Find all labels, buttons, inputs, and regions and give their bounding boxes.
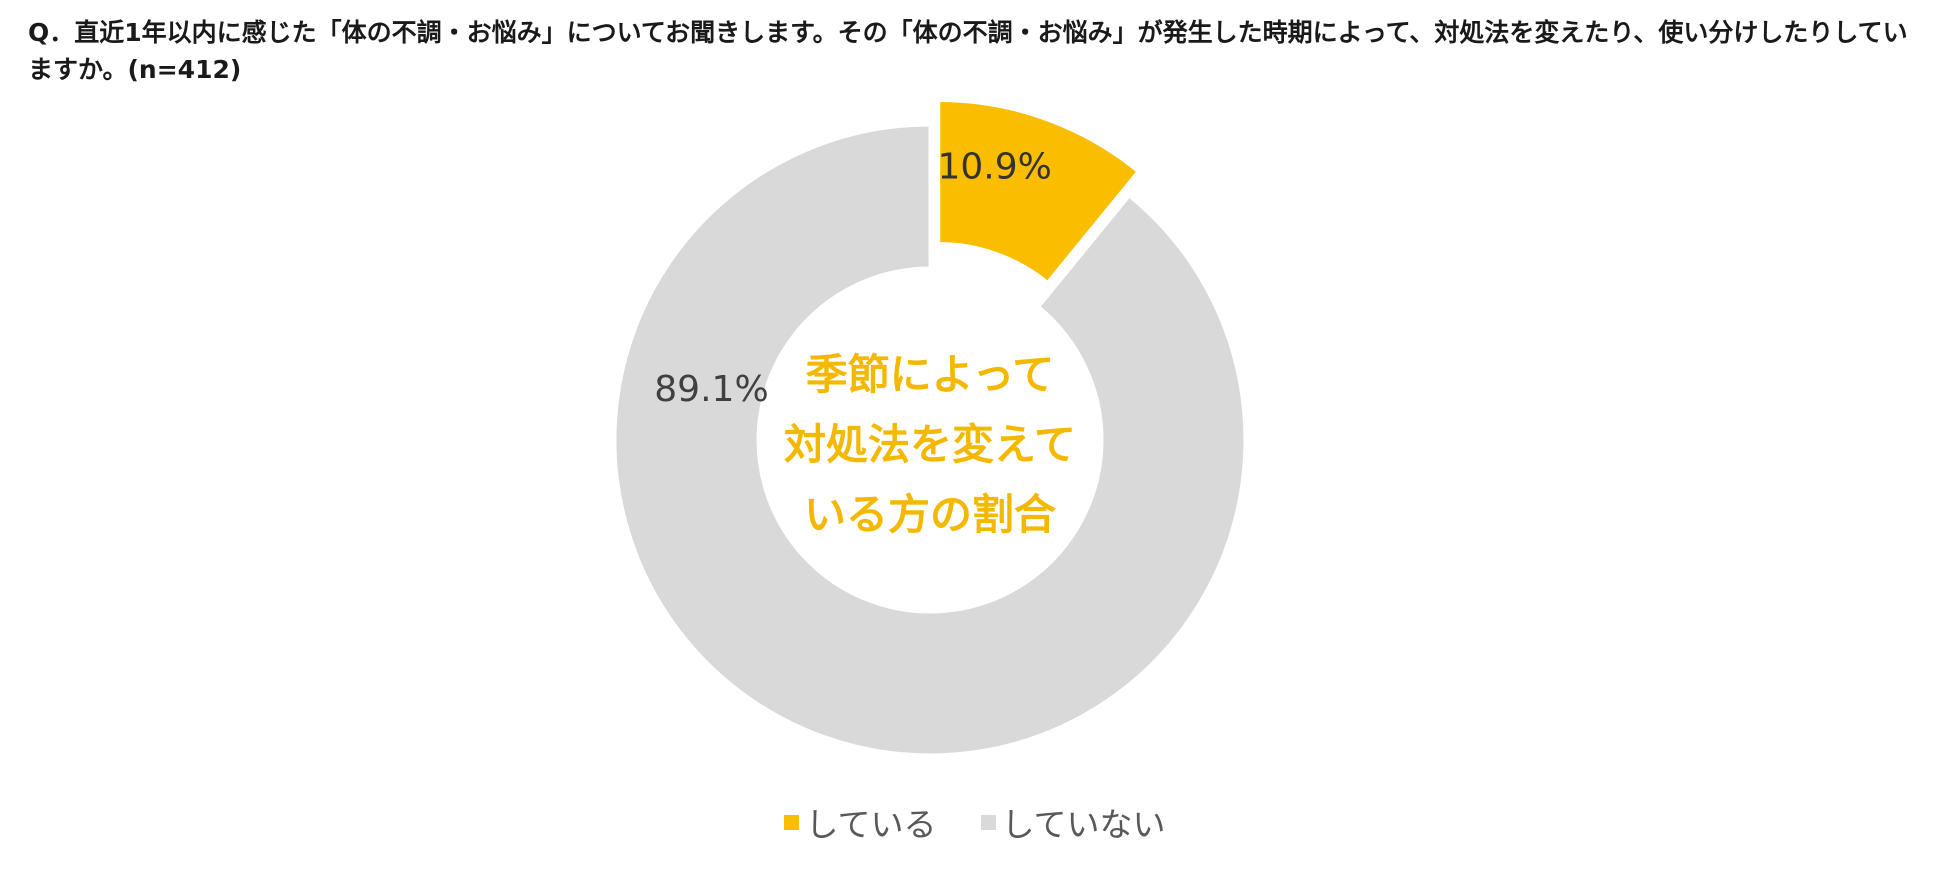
legend-label-0: している <box>805 805 937 844</box>
center-label-line: 季節によって <box>805 350 1055 399</box>
legend-label-1: していない <box>1001 805 1166 844</box>
center-label-line: いる方の割合 <box>803 490 1056 539</box>
chart-legend: している していない <box>0 798 1950 846</box>
pie-slice-1 <box>613 123 1247 757</box>
center-label: 季節によって 対処法を変えて いる方の割合 <box>730 340 1130 550</box>
data-label-1: 89.1% <box>654 369 768 410</box>
legend-item-1: していない <box>980 798 1166 846</box>
center-label-line: 対処法を変えて <box>784 420 1076 469</box>
pie-slice-0 <box>937 99 1141 285</box>
question-text: Q．直近1年以内に感じた「体の不調・お悩み」についてお聞きします。その「体の不調… <box>28 18 1908 84</box>
data-label-0: 10.9% <box>937 146 1051 187</box>
legend-item-0: している <box>784 798 937 846</box>
legend-swatch-1 <box>980 814 996 830</box>
legend-swatch-0 <box>784 814 800 830</box>
